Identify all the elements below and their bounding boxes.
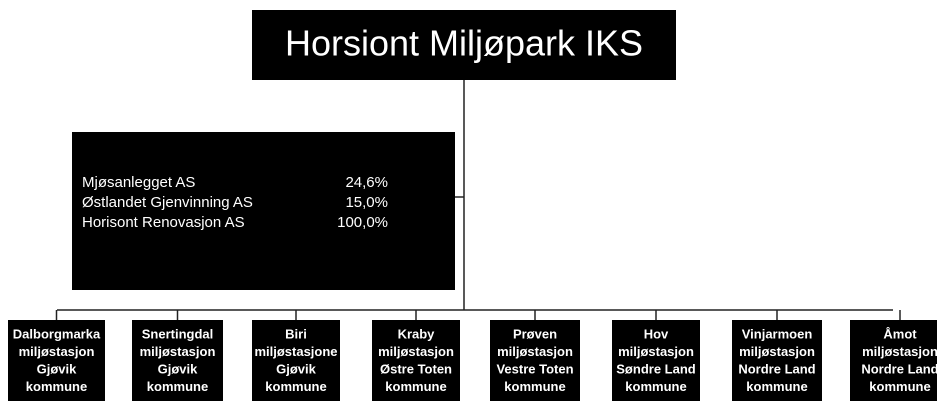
station-label: kommune (385, 379, 446, 394)
station-box (490, 320, 580, 401)
station-label: Søndre Land (616, 361, 696, 376)
station-label: miljøstasjon (739, 344, 815, 359)
station-label: Snertingdal (142, 326, 214, 341)
station-label: Nordre Land (861, 361, 937, 376)
station-label: kommune (265, 379, 326, 394)
station-label: Biri (285, 326, 307, 341)
owner-name: Horisont Renovasjon AS (82, 214, 245, 231)
station-label: miljøstasjon (19, 344, 95, 359)
station-label: Gjøvik (276, 361, 317, 376)
station-label: kommune (26, 379, 87, 394)
station-label: miljøstasjon (378, 344, 454, 359)
station-label: Vestre Toten (496, 361, 573, 376)
station-box (612, 320, 700, 401)
owned-box (72, 132, 455, 290)
station-box (132, 320, 223, 401)
owner-share: 15,0% (345, 194, 388, 211)
station-label: Nordre Land (738, 361, 815, 376)
station-box (252, 320, 340, 401)
station-label: Østre Toten (380, 361, 452, 376)
station-label: Prøven (513, 326, 557, 341)
station-box (850, 320, 937, 401)
station-label: miljøstasjon (862, 344, 937, 359)
station-box (372, 320, 460, 401)
station-label: kommune (504, 379, 565, 394)
station-label: Åmot (883, 326, 917, 341)
station-label: kommune (746, 379, 807, 394)
station-label: kommune (147, 379, 208, 394)
station-box (732, 320, 822, 401)
station-label: Vinjarmoen (742, 326, 813, 341)
owner-share: 100,0% (337, 214, 388, 231)
station-label: Gjøvik (158, 361, 199, 376)
station-label: miljøstasjone (254, 344, 337, 359)
station-label: kommune (869, 379, 930, 394)
station-label: miljøstasjon (497, 344, 573, 359)
station-label: Dalborgmarka (13, 326, 101, 341)
title-box (252, 10, 676, 80)
owner-name: Mjøsanlegget AS (82, 174, 195, 191)
station-label: Kraby (398, 326, 436, 341)
station-label: miljøstasjon (618, 344, 694, 359)
title: Horsiont Miljøpark IKS (285, 23, 643, 64)
station-box (8, 320, 105, 401)
owner-name: Østlandet Gjenvinning AS (82, 194, 253, 211)
station-label: Gjøvik (37, 361, 78, 376)
station-label: kommune (625, 379, 686, 394)
station-label: miljøstasjon (140, 344, 216, 359)
station-label: Hov (644, 326, 669, 341)
owner-share: 24,6% (345, 174, 388, 191)
